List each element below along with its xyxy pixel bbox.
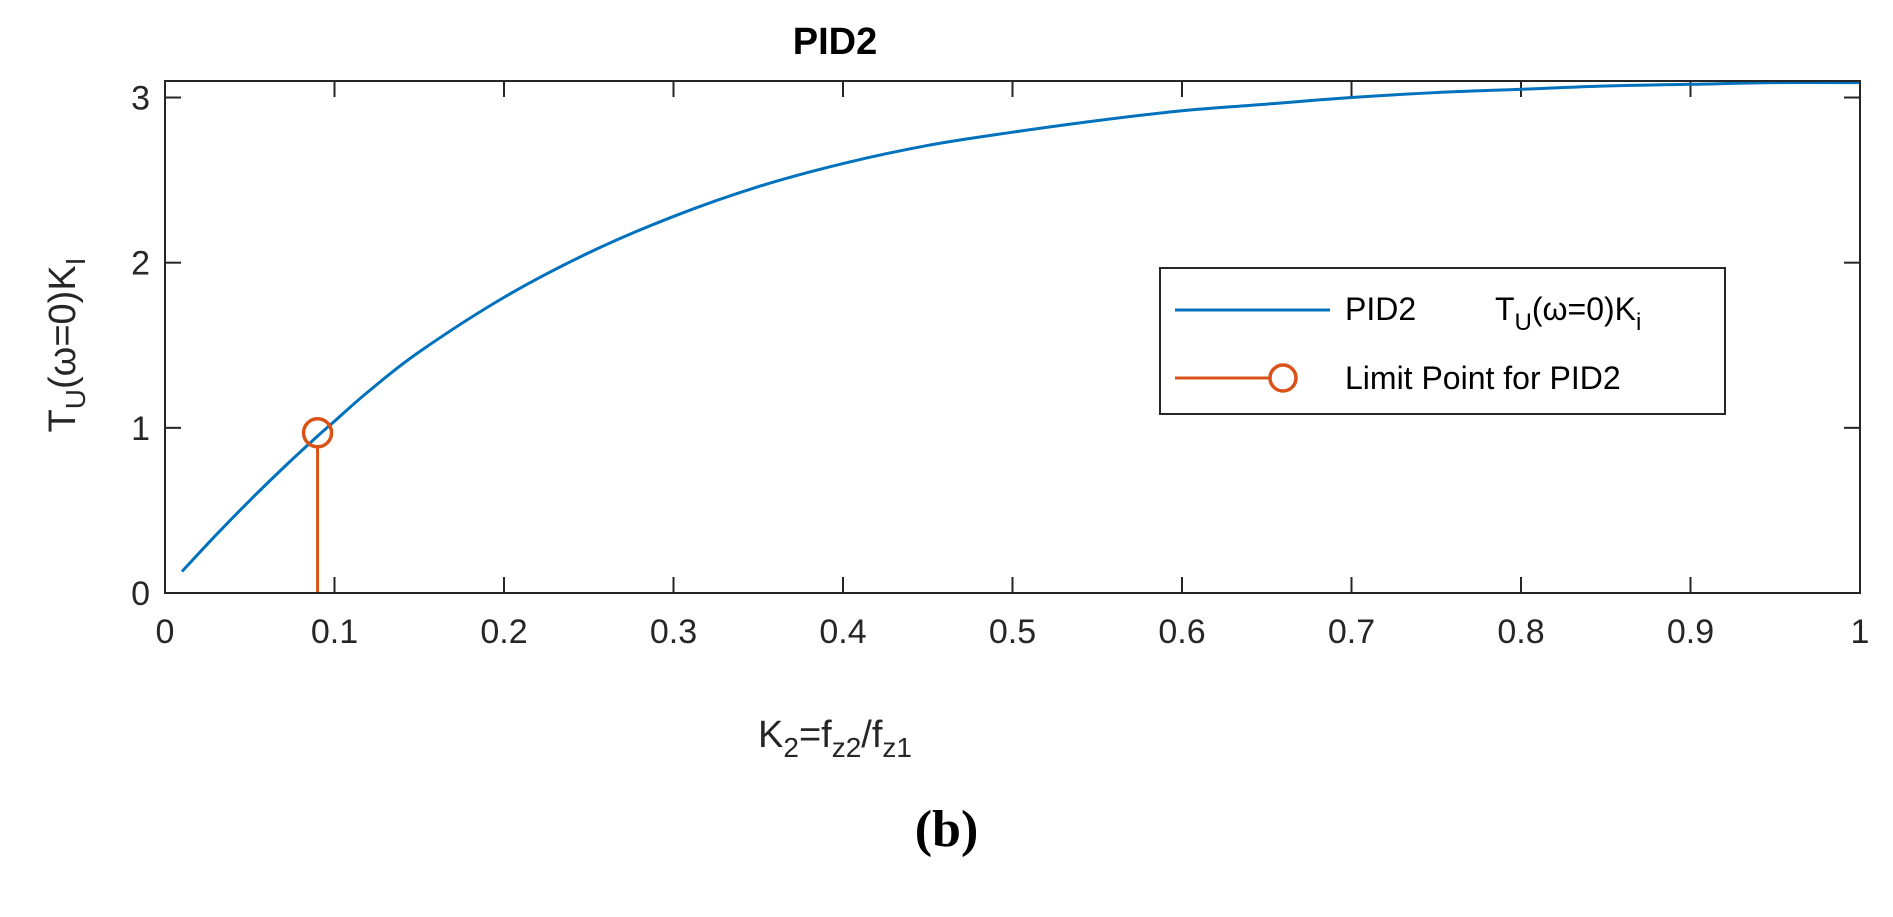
figure-caption: (b) [914,801,979,858]
x-tick-label: 0.9 [1667,613,1714,651]
x-tick-labels: 0 0.1 0.2 0.3 0.4 0.5 0.6 0.7 0.8 0.9 1 [156,613,1870,651]
y-tick-label: 3 [131,80,150,118]
x-tick-label: 0.7 [1328,613,1375,651]
stem-marker-limit-point [301,417,334,449]
x-tick-label: 0 [156,613,175,651]
y-axis-label: TU(ω=0)KI [42,258,91,433]
x-tick-label: 0.8 [1497,613,1544,651]
legend-swatch-limit-point-marker [1268,363,1298,393]
y-tick-labels: 0 1 2 3 [131,80,150,613]
chart: PID2 0 0.1 0.2 0.3 0.4 0.5 0.6 0.7 0.8 0.9 1 0123 … [42,21,1870,763]
x-axis-label: K2=fz2/fz1 [758,714,912,763]
x-tick-label: 0.4 [819,613,866,651]
series-line-pid2 [180,81,1861,573]
x-tick-label: 0.2 [480,613,527,651]
legend-box [1159,267,1726,415]
x-tick-label: 0.3 [650,613,697,651]
x-tick-label: 0.1 [311,613,358,651]
y-tick-label: 1 [131,410,150,448]
legend-label-limit-point: Limit Point for PID2 [1345,360,1621,396]
x-tick-label: 0.5 [989,613,1036,651]
legend-label-pid2: PID2 TU(ω=0)Ki [1345,291,1641,336]
axes-frame [164,80,1861,594]
chart-title: PID2 [793,21,877,63]
y-tick-label: 2 [131,245,150,283]
x-tick-label: 1 [1851,613,1870,651]
y-tick-label: 0 [131,575,150,613]
legend: PID2 TU(ω=0)Ki Limit Point for PID2 [1159,267,1726,415]
x-tick-label: 0.6 [1158,613,1205,651]
